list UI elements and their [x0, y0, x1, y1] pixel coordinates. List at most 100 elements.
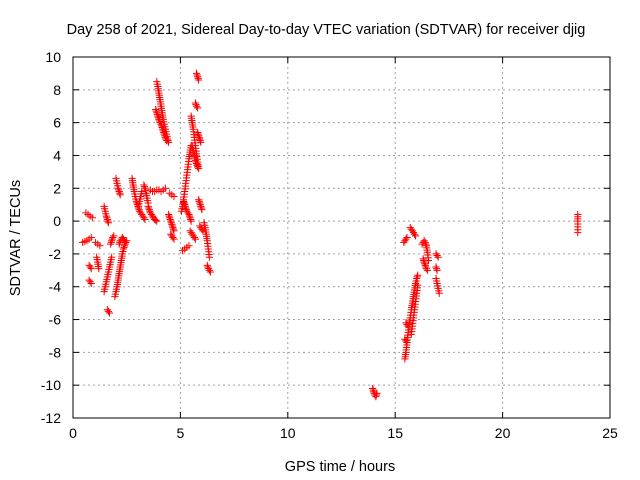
data-point [167, 217, 175, 225]
grid-lines [73, 57, 610, 418]
data-point [115, 240, 123, 248]
data-point [152, 105, 160, 114]
data-point [96, 242, 104, 250]
data-point [141, 215, 149, 224]
data-point [193, 163, 202, 171]
x-tick-label: 10 [280, 425, 296, 441]
data-point [104, 217, 112, 225]
data-point [168, 222, 176, 230]
data-point [197, 202, 205, 210]
data-point [421, 238, 429, 247]
data-point [402, 235, 410, 243]
data-point [574, 228, 582, 237]
data-point [155, 115, 163, 123]
data-point [109, 233, 117, 242]
data-point [105, 309, 114, 317]
data-point [403, 320, 411, 329]
data-point [180, 199, 188, 207]
data-point [433, 266, 441, 274]
data-point [140, 181, 148, 189]
data-point [116, 189, 124, 197]
data-point [140, 214, 148, 222]
data-point [115, 186, 123, 194]
data-point [423, 266, 432, 274]
data-point [156, 119, 164, 127]
data-point [198, 206, 206, 214]
x-tick-label: 0 [69, 425, 77, 441]
data-point [165, 212, 173, 220]
plot-frame [72, 56, 611, 419]
data-point [153, 217, 161, 225]
x-axis-label: GPS time / hours [285, 459, 395, 475]
y-tick-label: 8 [53, 82, 61, 98]
data-point [161, 133, 169, 142]
data-point [192, 100, 200, 109]
data-point [187, 215, 195, 224]
data-point [116, 191, 124, 199]
data-point [87, 279, 95, 288]
data-point [196, 135, 204, 143]
data-point [158, 122, 166, 130]
x-tick-label: 20 [495, 425, 511, 441]
data-point [435, 289, 443, 297]
data-point [110, 232, 118, 240]
data-point [205, 266, 213, 274]
data-point [194, 74, 202, 82]
data-point [182, 204, 190, 212]
data-point [106, 240, 115, 248]
data-point [184, 209, 192, 217]
data-point [420, 256, 428, 265]
y-tick-label: 10 [45, 49, 61, 65]
y-tick-label: -10 [41, 377, 61, 393]
x-tick-label: 15 [387, 425, 403, 441]
data-point [419, 255, 427, 263]
data-point [108, 235, 116, 243]
data-point [167, 219, 175, 227]
data-point [192, 158, 200, 166]
data-point [146, 207, 154, 215]
data-point [168, 220, 176, 228]
y-tick-label: -8 [49, 344, 62, 360]
data-point [119, 245, 128, 253]
data-point [87, 233, 95, 242]
data-point [369, 386, 377, 394]
data-point [170, 227, 178, 235]
data-point [152, 107, 160, 115]
data-point [205, 253, 213, 261]
data-point [193, 161, 201, 169]
y-tick-label: -2 [49, 246, 62, 262]
data-point [181, 201, 189, 209]
data-point [122, 238, 130, 247]
data-point [413, 273, 421, 281]
data-point [120, 237, 129, 245]
data-point [195, 164, 203, 173]
chart-title: Day 258 of 2021, Sidereal Day-to-day VTE… [67, 22, 586, 38]
data-point [193, 104, 202, 112]
data-point [162, 135, 170, 143]
data-point [160, 130, 168, 138]
data-point [422, 240, 430, 248]
data-point [192, 160, 201, 168]
data-point [185, 242, 193, 250]
data-point [103, 215, 111, 224]
data-point [160, 128, 168, 137]
y-tick-label: -4 [49, 279, 62, 295]
data-point [369, 384, 377, 393]
data-point [197, 204, 205, 212]
data-point [86, 263, 94, 271]
data-point [162, 137, 171, 145]
data-point [138, 187, 146, 196]
data-point [414, 271, 422, 279]
data-point [182, 206, 190, 214]
data-point [420, 258, 428, 266]
data-point [104, 307, 113, 315]
data-point [159, 125, 167, 133]
data-point [185, 210, 193, 219]
data-point [403, 338, 411, 347]
data-point [193, 73, 202, 81]
y-tick-label: 6 [53, 115, 61, 131]
data-point [196, 137, 204, 145]
data-point [196, 201, 204, 209]
y-tick-label: 4 [53, 147, 61, 163]
data-point [95, 265, 103, 273]
